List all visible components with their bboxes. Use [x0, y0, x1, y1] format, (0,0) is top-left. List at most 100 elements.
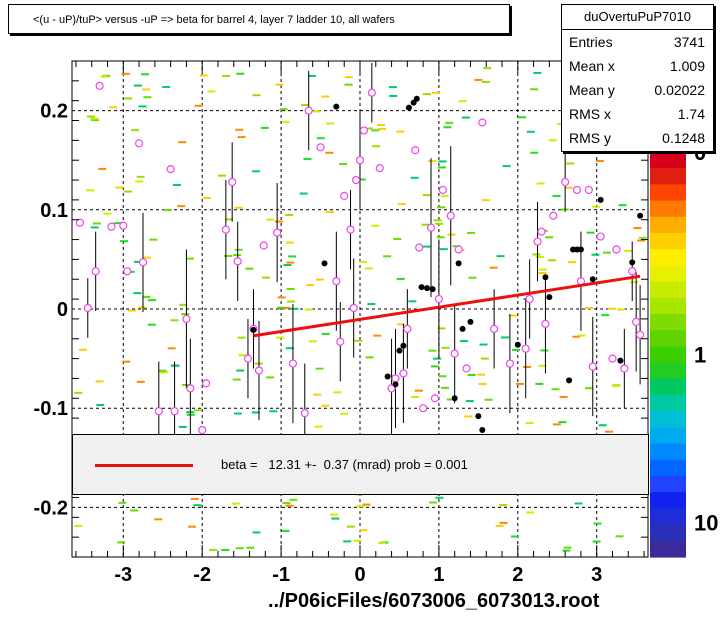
histogram-bin [437, 327, 446, 330]
histogram-bin [526, 130, 535, 133]
histogram-bin [177, 205, 186, 208]
histogram-bin [510, 535, 519, 538]
profile-marker [359, 126, 369, 135]
data-dot [413, 95, 420, 102]
histogram-bin [481, 199, 490, 202]
histogram-bin [538, 271, 547, 274]
histogram-bin [281, 529, 290, 532]
histogram-bin [595, 159, 604, 162]
histogram-bin [133, 292, 142, 295]
data-dot [514, 341, 521, 348]
profile-marker [221, 225, 230, 234]
histogram-bin [574, 502, 583, 505]
histogram-bin [246, 546, 255, 549]
histogram-bin [252, 94, 261, 97]
stats-row-rms-x: RMS x 1.74 [562, 102, 713, 126]
profile-marker [572, 185, 582, 195]
histogram-bin [98, 167, 107, 170]
stats-value: 3741 [673, 34, 705, 50]
histogram-bin [592, 205, 601, 208]
histogram-bin [159, 371, 168, 374]
histogram-bin [149, 238, 158, 241]
profile-marker [391, 374, 400, 383]
x-tick-label: 0 [354, 564, 365, 586]
histogram-bin [538, 364, 547, 367]
histogram-bin [376, 124, 385, 127]
colorbar-segment [650, 395, 686, 412]
histogram-bin [283, 264, 292, 267]
histogram-bin [440, 194, 449, 197]
histogram-bin [117, 541, 126, 544]
profile-marker [620, 364, 629, 373]
histogram-bin [74, 391, 83, 394]
data-dot [459, 325, 466, 332]
histogram-bin [585, 307, 594, 310]
histogram-bin [428, 349, 437, 352]
profile-marker [430, 394, 440, 403]
histogram-bin [306, 284, 315, 287]
histogram-bin [289, 498, 298, 501]
histogram-bin [516, 382, 525, 385]
histogram-bin [439, 248, 448, 251]
histogram-bin [499, 521, 508, 524]
profile-marker [316, 143, 325, 152]
colorbar-label: 1 [694, 343, 706, 368]
y-tick-label: 0.2 [40, 101, 68, 123]
histogram-bin [269, 410, 278, 413]
data-dot [321, 260, 328, 267]
colorbar-segment [650, 459, 686, 477]
histogram-bin [234, 248, 243, 251]
histogram-bin [236, 369, 245, 372]
histogram-bin [563, 546, 572, 549]
histogram-bin [321, 95, 330, 98]
profile-marker [403, 324, 412, 333]
histogram-bin [154, 518, 163, 521]
profile-marker [584, 185, 593, 195]
histogram-bin [367, 303, 376, 306]
histogram-bin [326, 211, 335, 214]
histogram-bin [564, 186, 573, 189]
data-dot [597, 196, 604, 203]
histogram-bin [325, 151, 334, 154]
histogram-bin [277, 307, 286, 310]
histogram-bin [86, 189, 95, 192]
histogram-bin [388, 374, 397, 377]
histogram-bin [393, 237, 402, 240]
histogram-bin [633, 227, 642, 230]
stats-row-mean-x: Mean x 1.009 [562, 54, 713, 78]
histogram-bin [378, 542, 387, 545]
histogram-bin [109, 106, 118, 109]
y-tick-label: 0 [57, 299, 68, 321]
profile-marker [505, 359, 515, 368]
histogram-bin [435, 222, 444, 225]
histogram-bin [378, 127, 387, 130]
profile-marker [198, 425, 207, 435]
data-dot [577, 246, 584, 253]
profile-marker [525, 294, 534, 304]
histogram-bin [362, 503, 371, 506]
stats-name: duOvertuPuP7010 [562, 5, 713, 30]
histogram-bin [431, 91, 440, 94]
colorbar-segment [650, 508, 686, 526]
histogram-bin [479, 343, 488, 346]
histogram-bin [261, 276, 270, 279]
histogram-bin [414, 389, 423, 392]
profile-marker [186, 384, 195, 393]
histogram-bin [313, 393, 322, 396]
profile-marker [254, 366, 264, 375]
histogram-bin [461, 116, 470, 119]
profile-marker [367, 88, 376, 97]
histogram-bin [474, 78, 483, 81]
histogram-bin [167, 347, 176, 350]
histogram-bin [422, 93, 431, 96]
histogram-bin [638, 236, 647, 239]
data-dot [392, 381, 399, 388]
profile-marker [300, 409, 309, 418]
profile-marker [450, 349, 459, 358]
histogram-bin [615, 535, 624, 538]
stats-key: Mean x [569, 58, 615, 74]
histogram-bin [237, 136, 246, 139]
histogram-bin [552, 194, 561, 197]
stats-value: 0.1248 [662, 130, 705, 146]
histogram-bin [440, 386, 449, 389]
